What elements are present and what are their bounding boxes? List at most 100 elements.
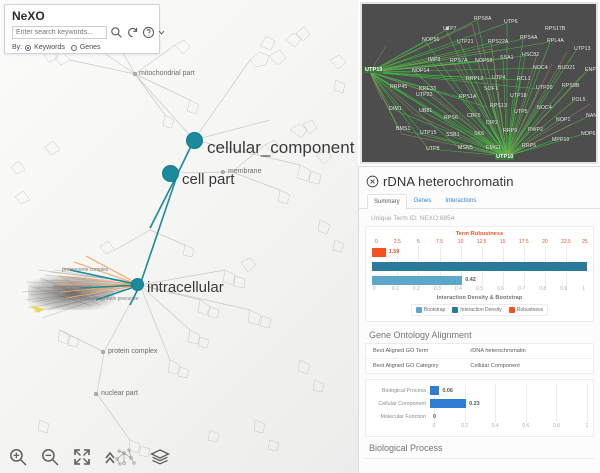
tree-node-dot[interactable] <box>221 170 225 174</box>
go-row-value: rDNA heterochromatin <box>470 348 526 354</box>
bar-row-biological-process[interactable]: Biological Process 0.06 <box>372 384 587 397</box>
tree-node-intracellular[interactable] <box>131 278 144 291</box>
tree-edges-graphic <box>10 20 347 458</box>
tree-node-dot[interactable] <box>101 350 105 354</box>
top-axis-ticks: 0 2.5 5 7.5 10 12.5 15 17.5 20 22.5 25 <box>372 239 588 246</box>
tab-genes[interactable]: Genes <box>413 198 432 204</box>
axis-tick: 22.5 <box>561 239 571 245</box>
section-heading-biological-process: Biological Process <box>369 443 443 453</box>
go-row-key: Best Aligned GO Category <box>373 363 439 369</box>
cat-value: 0 <box>433 413 436 420</box>
axis-tick: 15 <box>499 239 506 245</box>
section-heading-go-alignment: Gene Ontology Alignment <box>369 330 472 340</box>
axis-tick: 0.4 <box>454 286 462 292</box>
axis-tick: 20 <box>542 239 548 245</box>
axis-tick: 0.8 <box>539 286 547 292</box>
gene-node[interactable] <box>446 27 449 30</box>
go-row-value: Cellular Component <box>470 363 520 369</box>
network-hub-utp19[interactable]: UTP19 <box>364 67 384 73</box>
refresh-icon[interactable] <box>126 26 139 39</box>
axis-tick: 0.1 <box>391 286 399 292</box>
cat-label: Cellular Component <box>378 400 426 407</box>
legend-label: Robustness <box>516 307 544 313</box>
axis-tick: 2.5 <box>393 239 401 245</box>
axis-tick: 1 <box>585 423 589 429</box>
axis-tick: 0.8 <box>552 423 560 429</box>
zoom-out-icon[interactable] <box>40 447 60 467</box>
tab-summary[interactable]: Summary <box>367 194 407 209</box>
chart-legend: Bootstrap Interaction Density Robustness <box>410 304 549 316</box>
axis-tick: 0.6 <box>497 286 505 292</box>
bottom-axis-ticks: 0 0.1 0.2 0.3 0.4 0.5 0.6 0.7 0.8 0.9 1 <box>372 286 587 293</box>
bar-value-robustness: 1.59 <box>388 249 400 255</box>
radio-genes-label: Genes <box>79 44 101 51</box>
axis-tick: 0.2 <box>461 423 469 429</box>
layers-icon[interactable] <box>150 447 170 467</box>
bar-interaction-density[interactable] <box>372 260 587 272</box>
axis-tick: 0.9 <box>560 286 568 292</box>
term-detail-panel[interactable]: rDNA heterochromatin Summary Genes Inter… <box>358 166 600 473</box>
tree-toolbar[interactable] <box>8 447 170 467</box>
axis-tick: 0.4 <box>491 423 499 429</box>
axis-tick: 17.5 <box>518 239 529 245</box>
search-input[interactable] <box>12 26 107 39</box>
chart-title-interaction-density: Interaction Density & Bootstrap <box>436 295 523 301</box>
legend-swatch <box>452 307 459 313</box>
legend-item-interaction-density[interactable]: Interaction Density <box>452 307 502 313</box>
app-title: NeXO <box>12 9 45 23</box>
axis-tick: 25 <box>582 239 588 245</box>
detail-tabs[interactable]: Summary Genes Interactions <box>359 193 600 209</box>
cat-label: Molecular Function <box>380 413 426 420</box>
go-category-chart: Biological Process 0.06 Cellular Compone… <box>365 379 594 437</box>
hierarchy-tree-panel[interactable]: cellular_component cell part intracellul… <box>0 0 358 473</box>
radio-keywords[interactable] <box>25 44 32 51</box>
bar-robustness[interactable]: 1.59 <box>372 246 587 258</box>
bar-row-cellular-component[interactable]: Cellular Component 0.23 <box>372 397 587 410</box>
table-row: Best Aligned GO Term rDNA heterochromati… <box>366 344 593 359</box>
axis-tick: 5 <box>417 239 420 245</box>
section-divider <box>365 458 594 459</box>
tree-node-cell-part[interactable] <box>162 165 179 182</box>
zoom-in-icon[interactable] <box>8 447 28 467</box>
robustness-density-chart: Term Robustness 0 2.5 5 7.5 10 12.5 15 1… <box>365 226 594 322</box>
go-category-axis: 0 0.2 0.4 0.6 0.8 1 <box>432 423 589 431</box>
axis-tick: 7.5 <box>436 239 443 245</box>
search-by-label: By: <box>12 44 23 51</box>
help-icon[interactable] <box>142 26 155 39</box>
page-title: rDNA heterochromatin <box>383 174 514 189</box>
axis-tick: 10 <box>457 239 464 245</box>
tree-node-dot[interactable] <box>133 72 137 76</box>
tab-interactions[interactable]: Interactions <box>445 198 477 204</box>
legend-item-bootstrap[interactable]: Bootstrap <box>415 307 445 313</box>
axis-tick: 0 <box>374 239 378 245</box>
cat-value: 0.23 <box>469 400 480 407</box>
gene-network-panel[interactable]: UTP19 UTP10 UTP7 RPS8A UTP6 RPS17B NOP56… <box>360 2 598 164</box>
unique-term-id: Unique Term ID: NEXO:8854 <box>371 215 455 222</box>
radio-genes[interactable] <box>70 44 77 51</box>
bar-bootstrap[interactable]: 0.42 <box>372 274 587 286</box>
table-row: Best Aligned GO Category Cellular Compon… <box>366 359 593 373</box>
radio-keywords-label: Keywords <box>34 44 65 51</box>
network-hub-utp10[interactable]: UTP10 <box>495 154 515 160</box>
go-row-key: Best Aligned GO Term <box>373 348 429 354</box>
axis-tick: 1 <box>582 286 586 292</box>
legend-swatch <box>415 307 422 313</box>
legend-swatch <box>508 307 515 313</box>
bar-row-molecular-function[interactable]: Molecular Function 0 <box>372 410 587 423</box>
tree-node-cellular-component[interactable] <box>186 132 203 149</box>
cat-bar <box>430 399 467 408</box>
axis-tick: 0 <box>372 286 376 292</box>
axis-tick: 0 <box>432 423 436 429</box>
search-panel[interactable]: NeXO <box>4 4 165 54</box>
tree-node-dot[interactable] <box>94 392 98 396</box>
chart-title-term-robustness: Term Robustness <box>455 231 504 237</box>
axis-tick: 0.6 <box>522 423 530 429</box>
collapse-network-icon[interactable] <box>104 447 138 467</box>
axis-tick: 0.7 <box>518 286 526 292</box>
search-icon[interactable] <box>110 26 123 39</box>
axis-tick: 0.3 <box>433 286 441 292</box>
legend-item-robustness[interactable]: Robustness <box>508 307 544 313</box>
fit-to-screen-icon[interactable] <box>72 447 92 467</box>
close-circle-icon[interactable] <box>366 175 379 188</box>
chevron-down-icon[interactable] <box>158 26 165 39</box>
